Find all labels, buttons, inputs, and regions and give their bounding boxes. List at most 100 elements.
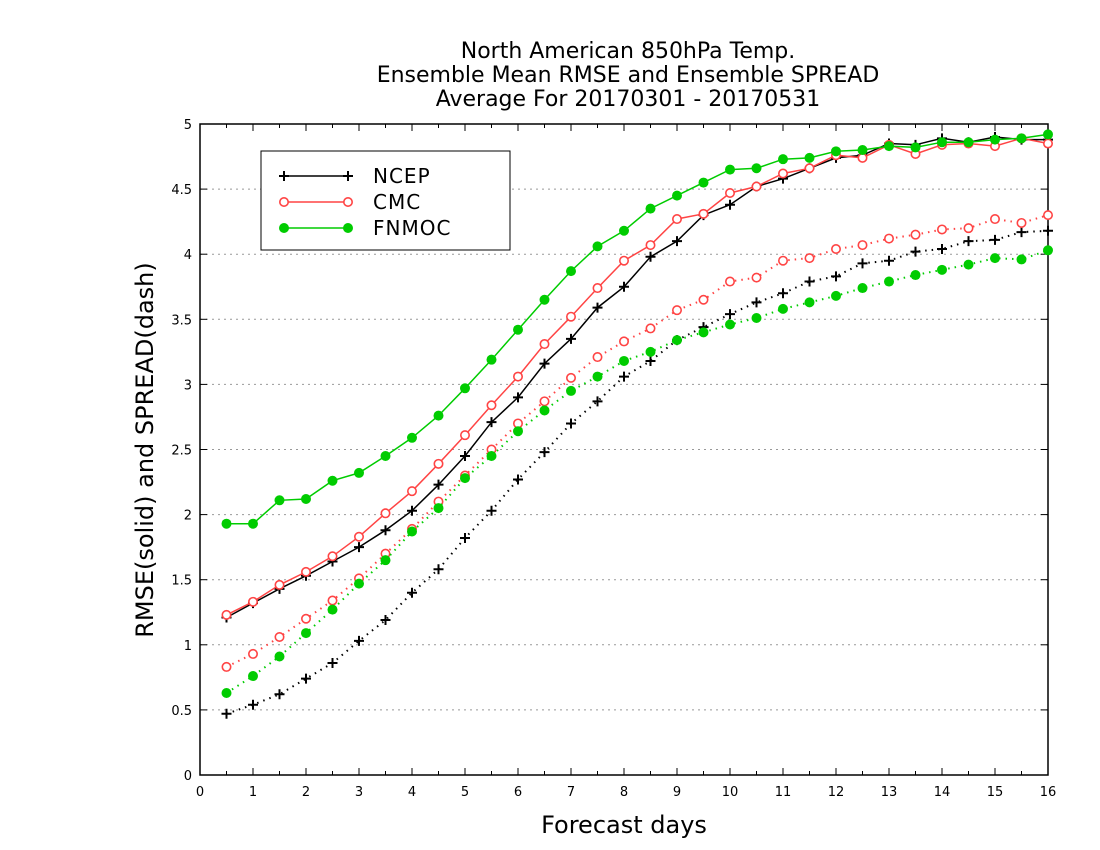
x-tick-label: 10 [722, 785, 739, 800]
data-point [248, 596, 259, 607]
data-point [937, 264, 947, 275]
data-point [460, 383, 470, 394]
chart-title-line: Ensemble Mean RMSE and Ensemble SPREAD [377, 63, 880, 88]
x-tick-label: 5 [461, 785, 469, 800]
data-point [301, 493, 311, 504]
data-point [884, 255, 894, 266]
series-spread-4 [221, 210, 1054, 672]
data-point [513, 474, 523, 485]
data-point [406, 486, 417, 497]
data-point [592, 241, 603, 252]
data-point [619, 225, 629, 236]
data-point [274, 495, 285, 506]
data-point [698, 294, 709, 305]
data-point [486, 505, 497, 516]
data-point [407, 432, 417, 443]
gridlines [200, 188, 1048, 711]
data-point [433, 503, 444, 514]
data-point [777, 168, 788, 179]
x-tick-label: 16 [1040, 785, 1057, 800]
x-tick-label: 14 [934, 785, 951, 800]
data-point [354, 578, 364, 589]
data-point [248, 648, 259, 659]
data-point [777, 255, 788, 266]
legend-marker [342, 197, 353, 208]
data-point [725, 164, 735, 175]
data-point [301, 628, 311, 639]
series-rmse-1 [221, 133, 1054, 620]
data-point [539, 405, 550, 416]
data-point [327, 658, 338, 669]
data-point [248, 699, 258, 710]
data-point [221, 687, 232, 698]
legend-label: FNMOC [373, 216, 451, 240]
x-tick-label: 8 [620, 785, 628, 800]
data-point [618, 255, 629, 266]
x-tick-label: 7 [567, 785, 575, 800]
data-point [539, 358, 550, 369]
data-point [698, 327, 709, 338]
data-point [725, 199, 735, 210]
data-point [883, 233, 894, 244]
data-point [672, 335, 682, 346]
data-point [221, 609, 232, 620]
data-point [486, 400, 497, 411]
data-point [513, 392, 523, 403]
data-point [407, 505, 417, 516]
y-tick-label: 4 [184, 248, 192, 263]
chart-title-line: North American 850hPa Temp. [461, 39, 796, 64]
data-point [989, 214, 1000, 225]
data-point [698, 208, 709, 219]
data-point [884, 141, 894, 152]
data-point [804, 297, 815, 308]
y-tick-label: 1 [184, 639, 192, 654]
legend-label: CMC [373, 190, 421, 214]
data-point [778, 288, 788, 299]
data-point [433, 479, 444, 490]
data-point [645, 240, 656, 251]
series-line [226, 229, 1049, 715]
data-point [1043, 225, 1053, 236]
data-point [1043, 138, 1054, 149]
legend-box [260, 150, 511, 251]
series-rmse-2 [221, 129, 1053, 529]
data-point [221, 708, 232, 719]
data-point [751, 272, 762, 283]
data-point [725, 319, 735, 330]
data-point [857, 145, 868, 156]
series-spread-5 [221, 245, 1053, 698]
chart-title-line: Average For 20170301 - 20170531 [436, 87, 821, 112]
data-point [751, 312, 762, 323]
data-point [618, 336, 629, 347]
x-tick-label: 4 [408, 785, 416, 800]
data-point [380, 508, 391, 519]
data-point [751, 181, 762, 192]
y-tick-label: 0 [184, 769, 192, 784]
data-point [327, 551, 338, 562]
data-point [380, 451, 391, 462]
legend-marker [343, 171, 353, 181]
data-point [354, 542, 364, 553]
data-point [380, 555, 391, 566]
data-point [486, 417, 497, 428]
data-point [566, 333, 576, 344]
y-tick-label: 2 [184, 509, 192, 524]
data-point [778, 303, 788, 314]
legend-marker [343, 223, 353, 233]
data-point [221, 661, 232, 672]
x-tick-label: 6 [514, 785, 522, 800]
x-tick-label: 11 [775, 785, 792, 800]
data-point [804, 276, 815, 287]
chart-title: North American 850hPa Temp.Ensemble Mean… [377, 39, 880, 112]
data-point [301, 673, 311, 684]
y-tick-label: 4.5 [171, 183, 192, 198]
data-point [963, 236, 974, 247]
legend-marker [279, 171, 289, 181]
x-tick-label: 12 [828, 785, 845, 800]
data-point [936, 224, 947, 235]
data-point [353, 531, 364, 542]
x-tick-label: 13 [881, 785, 898, 800]
data-point [486, 451, 497, 462]
data-point [724, 188, 735, 199]
